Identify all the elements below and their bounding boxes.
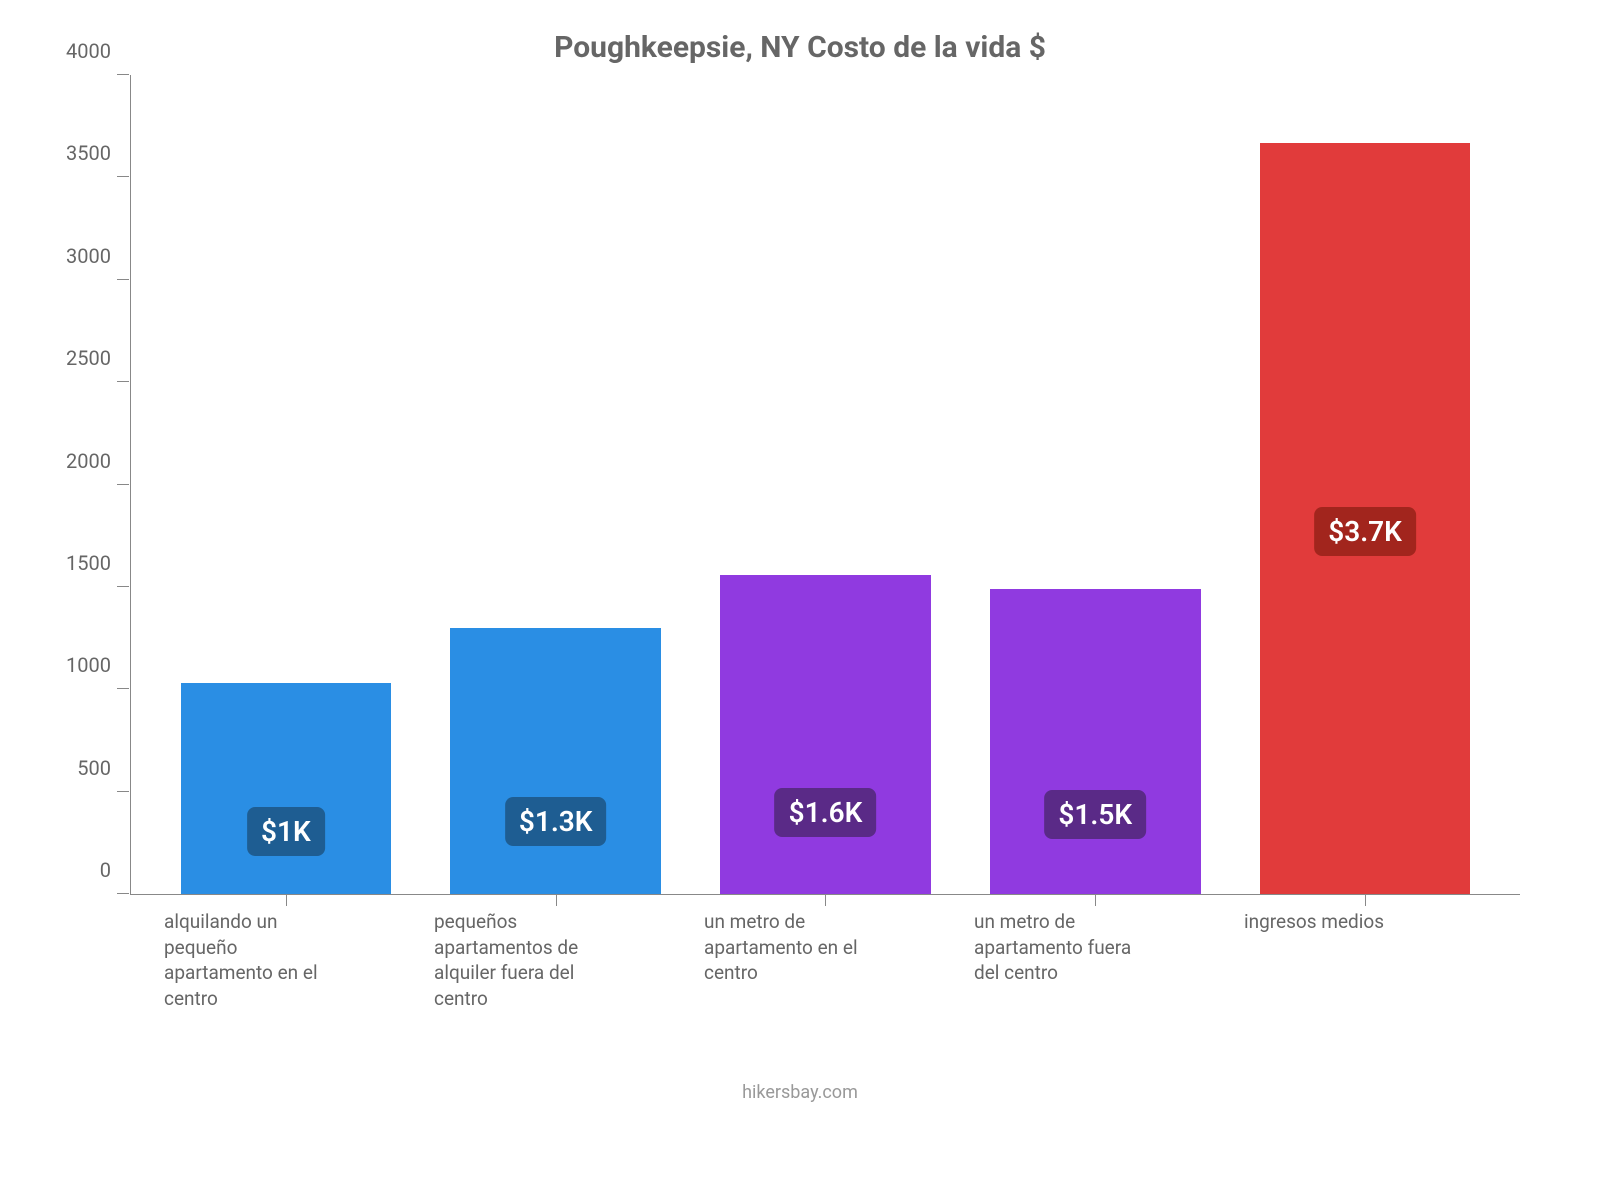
bar: $1.3K <box>450 628 660 894</box>
x-axis-label: ingresos medios <box>1244 909 1384 1012</box>
y-tick-label: 1000 <box>61 653 111 677</box>
plot-area: $1K$1.3K$1.6K$1.5K$3.7K 0500100015002000… <box>130 75 1520 895</box>
y-tick <box>117 176 129 177</box>
y-tick-label: 2500 <box>61 346 111 370</box>
bar-slot: $3.7K <box>1230 75 1500 894</box>
bar-value-label: $1.6K <box>775 788 877 837</box>
bar-slot: $1.6K <box>691 75 961 894</box>
bar-slot: $1.3K <box>421 75 691 894</box>
bar-slot: $1K <box>151 75 421 894</box>
y-tick <box>117 688 129 689</box>
chart-container: Poughkeepsie, NY Costo de la vida $ $1K$… <box>0 0 1600 1200</box>
bar: $1.6K <box>720 575 930 894</box>
y-tick-label: 3500 <box>61 141 111 165</box>
y-tick <box>117 484 129 485</box>
x-axis-label: pequeños apartamentos de alquiler fuera … <box>434 909 604 1012</box>
y-tick-label: 500 <box>61 756 111 780</box>
x-axis-label: alquilando un pequeño apartamento en el … <box>164 909 334 1012</box>
bar-slot: $1.5K <box>960 75 1230 894</box>
y-tick <box>117 893 129 894</box>
y-tick <box>117 381 129 382</box>
x-tick <box>286 894 287 906</box>
bar: $1.5K <box>990 589 1200 894</box>
bar-value-label: $3.7K <box>1314 507 1416 556</box>
x-axis-label: un metro de apartamento en el centro <box>704 909 874 1012</box>
x-axis-label: un metro de apartamento fuera del centro <box>974 909 1144 1012</box>
x-label-slot: ingresos medios <box>1230 895 1500 1012</box>
y-tick-label: 2000 <box>61 449 111 473</box>
bar-value-label: $1.5K <box>1044 790 1146 839</box>
chart-title: Poughkeepsie, NY Costo de la vida $ <box>60 30 1540 65</box>
x-tick <box>556 894 557 906</box>
bar-value-label: $1K <box>247 807 325 856</box>
x-label-slot: un metro de apartamento en el centro <box>690 895 960 1012</box>
bar: $3.7K <box>1260 143 1470 894</box>
x-tick <box>1095 894 1096 906</box>
x-label-slot: alquilando un pequeño apartamento en el … <box>150 895 420 1012</box>
y-tick-label: 3000 <box>61 244 111 268</box>
y-tick <box>117 586 129 587</box>
x-label-slot: un metro de apartamento fuera del centro <box>960 895 1230 1012</box>
y-tick-label: 1500 <box>61 551 111 575</box>
bar: $1K <box>181 683 391 894</box>
source-attribution: hikersbay.com <box>60 1082 1540 1103</box>
x-label-slot: pequeños apartamentos de alquiler fuera … <box>420 895 690 1012</box>
x-tick <box>1365 894 1366 906</box>
y-tick-label: 4000 <box>61 39 111 63</box>
y-tick <box>117 791 129 792</box>
bars-group: $1K $1.3K $1.6K $1.5K $3.7K <box>131 75 1520 894</box>
bar-value-label: $1.3K <box>505 797 607 846</box>
x-axis-labels: alquilando un pequeño apartamento en el … <box>130 895 1520 1012</box>
y-tick <box>117 74 129 75</box>
y-tick-label: 0 <box>61 858 111 882</box>
x-tick <box>825 894 826 906</box>
y-tick <box>117 279 129 280</box>
